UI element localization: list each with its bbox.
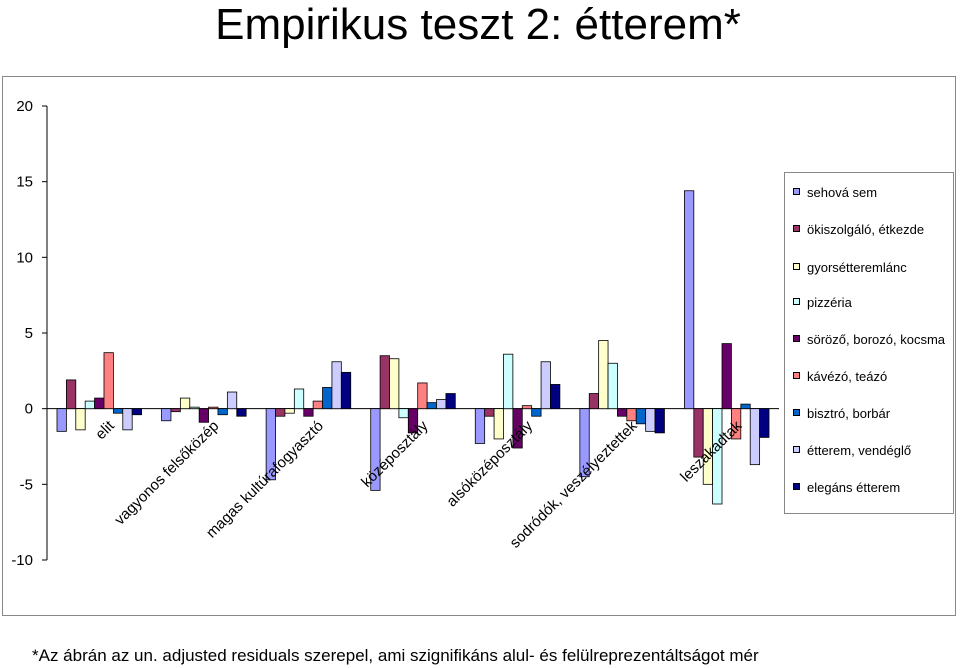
category-label: magas kultúrafogyasztó xyxy=(203,417,327,541)
legend-label: ökiszolgáló, étkezde xyxy=(807,222,925,237)
bar xyxy=(322,387,333,410)
bar xyxy=(503,353,514,410)
bar xyxy=(389,358,400,410)
bar xyxy=(684,190,695,410)
bar xyxy=(417,382,428,410)
bar xyxy=(236,408,247,417)
bar xyxy=(436,399,447,410)
chart-title: Empirikus teszt 2: étterem* xyxy=(215,0,741,49)
bar xyxy=(588,393,600,410)
bar xyxy=(94,397,105,410)
bar xyxy=(75,408,86,431)
y-tick-label: 5 xyxy=(25,325,33,342)
legend-label: pizzéria xyxy=(807,295,852,310)
bar xyxy=(208,406,219,410)
bar xyxy=(284,408,295,414)
legend-label: étterem, vendéglő xyxy=(807,443,912,458)
legend-swatch xyxy=(793,372,800,379)
y-tick-label: 15 xyxy=(16,174,33,191)
bar xyxy=(731,408,742,440)
bar xyxy=(293,388,305,410)
bar xyxy=(759,408,770,438)
legend-swatch xyxy=(793,335,800,342)
y-tick-label: 10 xyxy=(16,249,33,266)
bar xyxy=(56,408,67,432)
bar xyxy=(712,408,723,505)
bar xyxy=(170,408,181,413)
bar xyxy=(654,408,665,434)
bar xyxy=(331,361,342,410)
bar xyxy=(226,391,238,410)
bar xyxy=(265,408,276,481)
bar xyxy=(379,355,390,410)
bar xyxy=(598,340,609,410)
bar xyxy=(740,403,751,410)
chart-legend: sehová sem ökiszolgáló, étkezde gyorsétter… xyxy=(784,172,954,514)
bar xyxy=(579,408,590,478)
bar xyxy=(635,408,647,425)
bar xyxy=(493,408,504,440)
bar xyxy=(521,405,533,410)
category-label: alsóközéposztály xyxy=(443,417,536,510)
bar xyxy=(179,397,191,410)
bar xyxy=(275,408,286,417)
bar xyxy=(550,384,561,410)
bar xyxy=(131,408,142,416)
legend-swatch xyxy=(793,298,800,305)
legend-swatch xyxy=(793,263,800,270)
bar xyxy=(512,408,523,449)
bar xyxy=(198,408,209,423)
legend-label: söröző, borozó, kocsma xyxy=(807,332,946,347)
bar xyxy=(189,406,200,410)
bar xyxy=(112,408,124,414)
category-label: középosztály xyxy=(358,417,432,491)
y-tick-label: -5 xyxy=(20,476,33,493)
bar xyxy=(407,408,419,434)
bar xyxy=(340,371,352,410)
legend-label: elegáns étterem xyxy=(807,480,901,495)
bar xyxy=(540,361,551,410)
bar xyxy=(65,379,77,410)
bar xyxy=(312,400,323,410)
bar xyxy=(474,408,486,444)
footnote: *Az ábrán az un. adjusted residuals szer… xyxy=(32,646,759,665)
y-tick-label: 0 xyxy=(25,401,33,418)
legend-swatch xyxy=(793,446,800,453)
bar xyxy=(84,400,95,410)
bar xyxy=(161,408,172,422)
bar xyxy=(484,408,495,417)
bar xyxy=(531,408,542,417)
bar xyxy=(103,352,114,410)
legend-label: bisztró, borbár xyxy=(807,406,891,421)
legend-swatch xyxy=(793,409,800,416)
bar xyxy=(721,343,732,410)
y-tick-label: 20 xyxy=(16,98,33,115)
bar xyxy=(645,408,656,432)
legend-swatch xyxy=(793,188,800,195)
bar xyxy=(426,402,437,410)
bar xyxy=(398,408,409,419)
bar xyxy=(370,408,381,491)
bar xyxy=(445,393,456,410)
bar xyxy=(303,408,314,417)
legend-swatch xyxy=(793,225,800,232)
y-tick-label: -10 xyxy=(11,552,33,569)
bar xyxy=(749,408,761,466)
legend-label: kávézó, teázó xyxy=(807,369,888,384)
legend-label: sehová sem xyxy=(807,185,878,200)
category-label: elit xyxy=(92,417,118,443)
bar xyxy=(217,408,228,416)
bar xyxy=(607,362,618,410)
bar xyxy=(617,408,628,417)
category-label: vagyonos felsőközép xyxy=(111,417,222,528)
bar xyxy=(122,408,133,431)
legend-label: gyorsétteremlánc xyxy=(807,260,907,275)
legend-swatch xyxy=(793,483,800,490)
